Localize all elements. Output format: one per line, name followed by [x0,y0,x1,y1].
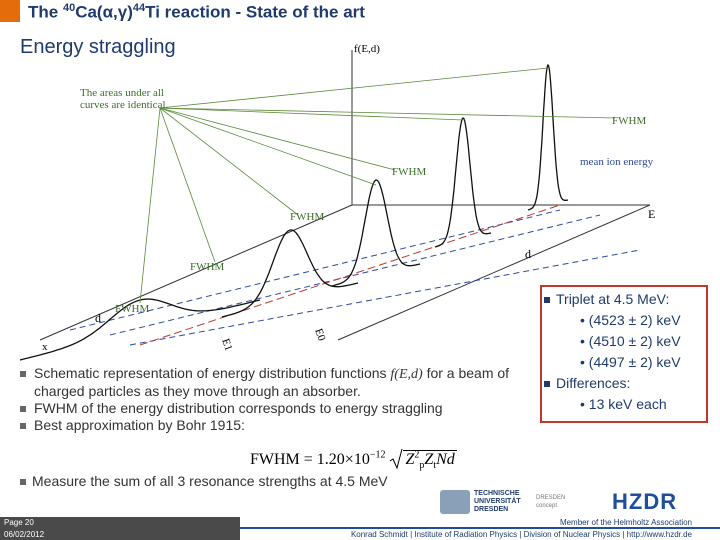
formula-part: Z [424,451,434,468]
formula-part: Nd [436,451,455,468]
logo-text: DRESDEN [536,495,566,501]
distribution-curve [434,117,492,248]
sub-item: • 13 keV each [580,396,667,412]
title-marker [0,0,20,22]
left-bullets: Schematic representation of energy distr… [20,365,510,434]
distribution-curve [527,63,569,211]
fwhm-label: FWHM [612,115,646,127]
item-text: Triplet at 4.5 MeV: [556,291,670,307]
bottom-bullet: Measure the sum of all 3 resonance stren… [20,473,388,489]
sub-text: (4497 ± 2) keV [588,354,681,370]
mean-energy-label: mean ion energy [580,156,654,168]
sub-text: 13 keV each [588,396,667,412]
formula-part: −12 [369,449,386,461]
sub-item: • (4497 ± 2) keV [580,354,681,370]
formula-part: p [419,460,425,472]
distribution-curve [221,229,359,318]
logo-text: concept [536,503,558,509]
fwhm-label: FWHM [392,166,426,178]
formula-part: 2 [414,449,420,461]
concept-logo: DRESDEN concept [536,494,565,510]
bullet: Schematic representation of energy distr… [20,365,510,400]
info-box: Triplet at 4.5 MeV: • (4523 ± 2) keV • (… [540,285,708,423]
bullet-text: for a beam of charged particles as they … [34,365,510,399]
sub-item: • (4510 ± 2) keV [580,333,681,349]
title-text: The [28,2,63,22]
footer-box [0,517,240,540]
logo-text: TECHNISCHE [474,490,520,497]
diagram: f(E,d) The areas under all curves are id… [19,43,655,361]
title: The 40Ca(α,γ)44Ti reaction - State of th… [28,2,365,23]
item: Differences: [544,373,706,394]
bullet-italic: f(E,d) [390,367,423,382]
tu-logo: TECHNISCHE UNIVERSITÄT DRESDEN [474,490,521,514]
distribution-curve [331,179,421,287]
fwhm-label: FWHM [115,303,149,315]
title-text: Ca(α,γ) [75,2,133,22]
logo-text: DRESDEN [474,506,509,513]
energy-label: E0 [312,327,328,343]
tu-icon [440,490,470,514]
bullet-text: Measure the sum of all 3 resonance stren… [32,473,388,489]
title-sup: 40 [62,2,76,14]
footer-credit: Konrad Schmidt | Institute of Radiation … [350,530,692,539]
bullet: Best approximation by Bohr 1915: [20,417,510,434]
sub-text: (4510 ± 2) keV [588,333,681,349]
sub-item: • (4523 ± 2) keV [580,312,681,328]
axis-label: E [648,207,655,221]
formula-part: t [433,460,437,472]
radical [390,448,403,470]
bullet-text: Schematic representation of energy distr… [34,365,391,381]
formula-part: Z [405,451,415,468]
note: curves are identical. [80,99,169,111]
bullet-text: Best approximation by Bohr 1915: [34,417,245,433]
fwhm-label: FWHM [190,261,224,273]
sub-text: (4523 ± 2) keV [588,312,681,328]
date: 06/02/2012 [4,530,45,539]
bullet: FWHM of the energy distribution correspo… [20,400,510,417]
axis-label: d [95,311,101,325]
fwhm-label: FWHM [290,211,324,223]
footer-member: Member of the Helmholtz Association [559,518,692,527]
axis-label: f(E,d) [354,43,380,55]
page-number: Page 20 [4,518,34,527]
formula-part: = 1.20×10 [303,451,370,468]
item-text: Differences: [556,375,631,391]
title-text: Ti reaction - State of the art [145,2,365,22]
logo-text: UNIVERSITÄT [474,498,521,505]
title-sup: 44 [132,2,146,14]
note: The areas under all [80,87,164,99]
subtitle: Energy straggling [20,36,176,58]
bullet-text: FWHM of the energy distribution correspo… [34,400,443,416]
formula: FWHM = 1.20×10−12 Z2pZtNd [250,448,457,471]
item: Triplet at 4.5 MeV: [544,289,706,310]
axis-label: d [525,247,531,261]
axis-label: x [42,341,48,353]
footer-line [240,527,720,529]
energy-label: E1 [219,337,234,353]
formula-part: FWHM [250,451,300,468]
hzdr-logo: HZDR [612,489,678,514]
